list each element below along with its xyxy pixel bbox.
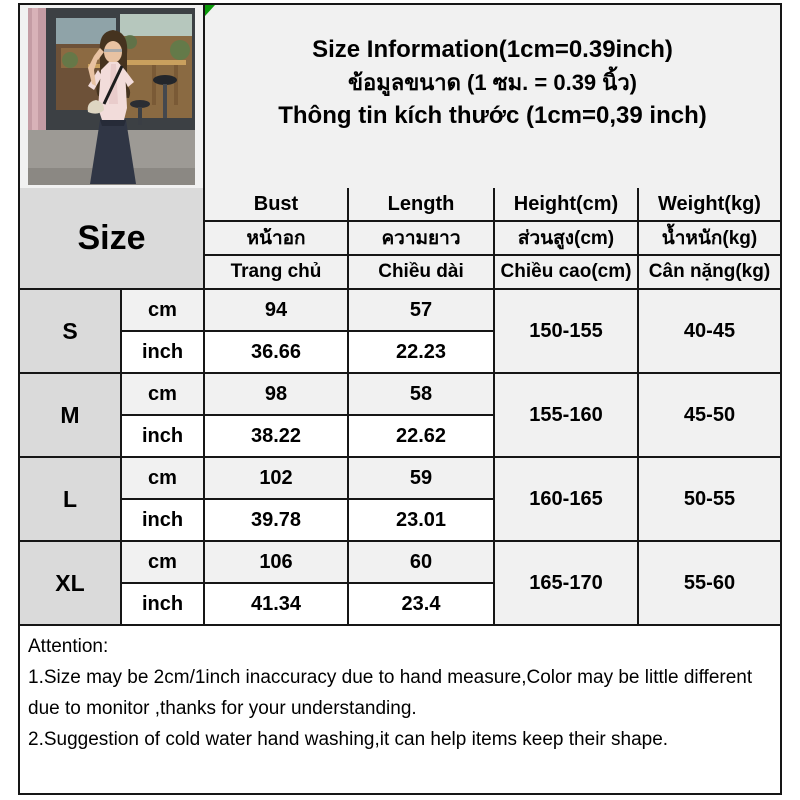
l-height: 160-165 — [495, 458, 639, 542]
s-length-inch: 22.23 — [349, 332, 495, 374]
m-bust-cm: 98 — [205, 374, 349, 416]
m-length-cm: 58 — [349, 374, 495, 416]
row-label-m: M — [20, 374, 122, 458]
m-height: 155-160 — [495, 374, 639, 458]
xl-height: 165-170 — [495, 542, 639, 626]
title-thai: ข้อมูลขนาด (1 ซม. = 0.39 นิ้ว) — [347, 70, 637, 95]
l-length-cm: 59 — [349, 458, 495, 500]
xl-length-cm: 60 — [349, 542, 495, 584]
xl-bust-cm: 106 — [205, 542, 349, 584]
unit-inch: inch — [122, 332, 205, 374]
model-photo — [28, 8, 195, 185]
m-length-inch: 22.62 — [349, 416, 495, 458]
table-body: S cm 94 57 150-155 40-45 inch 36.66 22.2… — [20, 290, 780, 626]
col-height-vi: Chiều cao(cm) — [495, 256, 639, 290]
l-length-inch: 23.01 — [349, 500, 495, 542]
attention-title: Attention: — [28, 636, 109, 657]
col-bust-vi: Trang chủ — [205, 256, 349, 290]
row-label-s: S — [20, 290, 122, 374]
table-header: Size Bust Length Height(cm) Weight(kg) ห… — [20, 188, 780, 290]
unit-inch: inch — [122, 584, 205, 626]
title-cell: Size Information(1cm=0.39inch) ข้อมูลขนา… — [205, 5, 780, 188]
col-height-th: ส่วนสูง(cm) — [495, 222, 639, 256]
xl-weight: 55-60 — [639, 542, 780, 626]
col-height-en: Height(cm) — [495, 188, 639, 222]
size-header-cell: Size — [20, 188, 205, 290]
unit-cm: cm — [122, 542, 205, 584]
l-weight: 50-55 — [639, 458, 780, 542]
row-label-xl: XL — [20, 542, 122, 626]
top-row: Size Information(1cm=0.39inch) ข้อมูลขนา… — [20, 5, 780, 188]
unit-inch: inch — [122, 500, 205, 542]
s-weight: 40-45 — [639, 290, 780, 374]
s-bust-inch: 36.66 — [205, 332, 349, 374]
attention-note-1: 1.Size may be 2cm/1inch inaccuracy due t… — [28, 667, 753, 719]
unit-cm: cm — [122, 290, 205, 332]
col-bust-en: Bust — [205, 188, 349, 222]
photo-cell — [20, 5, 205, 188]
attention-section: Attention: 1.Size may be 2cm/1inch inacc… — [20, 626, 780, 793]
s-height: 150-155 — [495, 290, 639, 374]
l-bust-cm: 102 — [205, 458, 349, 500]
col-bust-th: หน้าอก — [205, 222, 349, 256]
s-bust-cm: 94 — [205, 290, 349, 332]
xl-bust-inch: 41.34 — [205, 584, 349, 626]
row-label-l: L — [20, 458, 122, 542]
col-length-en: Length — [349, 188, 495, 222]
col-length-th: ความยาว — [349, 222, 495, 256]
unit-cm: cm — [122, 374, 205, 416]
xl-length-inch: 23.4 — [349, 584, 495, 626]
l-bust-inch: 39.78 — [205, 500, 349, 542]
unit-cm: cm — [122, 458, 205, 500]
title-vietnamese: Thông tin kích thước (1cm=0,39 inch) — [278, 102, 707, 129]
m-weight: 45-50 — [639, 374, 780, 458]
m-bust-inch: 38.22 — [205, 416, 349, 458]
col-weight-en: Weight(kg) — [639, 188, 780, 222]
green-corner-marker — [205, 5, 215, 16]
col-length-vi: Chiều dài — [349, 256, 495, 290]
s-length-cm: 57 — [349, 290, 495, 332]
col-weight-vi: Cân nặng(kg) — [639, 256, 780, 290]
size-chart-sheet: Size Information(1cm=0.39inch) ข้อมูลขนา… — [18, 3, 782, 795]
unit-inch: inch — [122, 416, 205, 458]
col-weight-th: น้ำหนัก(kg) — [639, 222, 780, 256]
title-english: Size Information(1cm=0.39inch) — [312, 36, 673, 63]
attention-note-2: 2.Suggestion of cold water hand washing,… — [28, 729, 669, 750]
